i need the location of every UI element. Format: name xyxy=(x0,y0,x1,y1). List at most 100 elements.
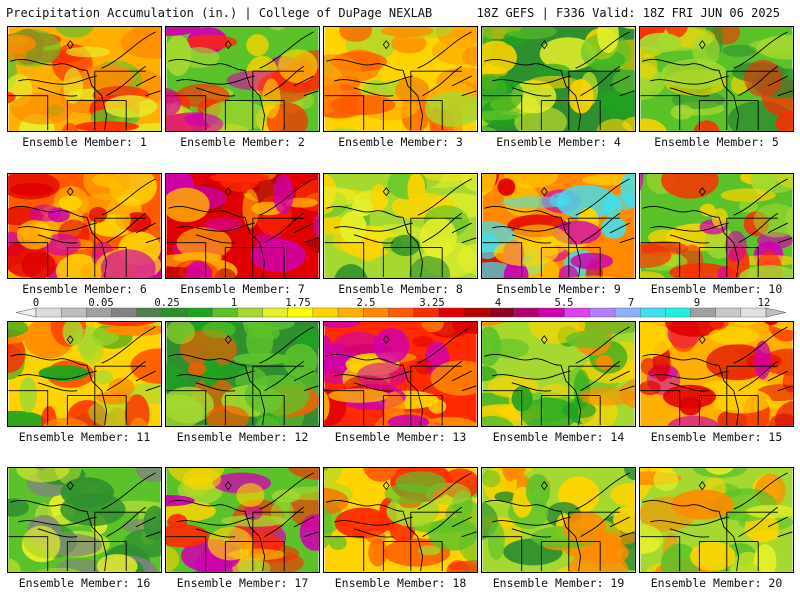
ensemble-member-label: Ensemble Member: 20 xyxy=(650,576,783,590)
map-border-line xyxy=(640,242,681,278)
precip-blob xyxy=(753,203,793,238)
map-border-line xyxy=(106,360,147,392)
header: Precipitation Accumulation (in.) | Colle… xyxy=(0,0,800,24)
map-border-line xyxy=(101,178,156,216)
map-border-line xyxy=(166,536,207,572)
precip-blob xyxy=(595,355,613,370)
precip-blob xyxy=(330,94,396,116)
precip-map xyxy=(165,26,320,132)
map-border-line xyxy=(135,516,161,538)
location-marker-icon xyxy=(382,187,390,197)
precip-map xyxy=(7,467,162,573)
precip-blob xyxy=(246,34,269,57)
precip-map xyxy=(639,321,794,427)
map-border-line xyxy=(451,370,477,392)
precip-blob xyxy=(640,322,673,358)
precip-blob xyxy=(96,554,138,572)
precip-blob xyxy=(135,468,161,483)
map-border-line xyxy=(244,70,266,131)
precip-blob xyxy=(129,417,148,426)
ensemble-member-panel: Ensemble Member: 10 xyxy=(639,173,794,296)
precip-blob xyxy=(324,468,344,483)
precip-blob xyxy=(370,183,388,213)
location-marker-icon xyxy=(382,335,390,345)
map-border-line xyxy=(482,536,523,572)
map-border-line xyxy=(575,326,630,364)
colorbar-swatch xyxy=(488,307,515,318)
colorbar-tick-label: 0 xyxy=(32,297,40,309)
colorbar-swatch xyxy=(287,307,314,318)
precip-blob xyxy=(8,91,16,104)
precip-blob xyxy=(79,64,134,90)
map-border-line xyxy=(18,75,97,85)
precip-blob xyxy=(188,362,207,376)
map-border-line xyxy=(492,222,571,232)
map-border-line xyxy=(484,206,561,218)
map-border-line xyxy=(650,222,729,232)
ensemble-member-label: Ensemble Member: 7 xyxy=(180,282,305,296)
map-border-line xyxy=(101,31,156,69)
map-border-line xyxy=(334,370,413,380)
colorbar-swatch xyxy=(665,307,691,318)
precip-blob xyxy=(722,44,757,57)
precip-blob xyxy=(711,388,772,414)
precip-map xyxy=(481,173,636,279)
precip-blob xyxy=(482,365,498,382)
precip-blob xyxy=(202,322,236,339)
map-border-line xyxy=(324,95,365,131)
precip-map xyxy=(639,467,794,573)
map-border-line xyxy=(738,360,779,392)
colorbar-swatch xyxy=(363,307,389,318)
precip-blob xyxy=(339,27,373,42)
location-marker-icon xyxy=(540,481,548,491)
map-border-line xyxy=(10,354,87,366)
precip-blob xyxy=(8,322,28,338)
map-border-line xyxy=(698,70,778,131)
map-border-line xyxy=(135,370,161,392)
precip-blob xyxy=(8,558,21,572)
map-border-line xyxy=(66,217,146,278)
ensemble-member-label: Ensemble Member: 14 xyxy=(492,430,625,444)
precip-blob xyxy=(368,538,388,567)
ensemble-member-panel: Ensemble Member: 17 xyxy=(165,467,320,590)
precip-blob xyxy=(250,238,306,273)
precip-blob xyxy=(204,217,242,232)
ensemble-member-panel: Ensemble Member: 18 xyxy=(323,467,478,590)
colorbar-swatch xyxy=(212,307,238,318)
colorbar-swatch xyxy=(438,307,465,318)
precip-blob xyxy=(775,110,793,131)
map-border-line xyxy=(580,65,621,97)
ensemble-member-panel: Ensemble Member: 13 xyxy=(323,321,478,444)
precip-blob xyxy=(75,121,139,131)
precip-blob xyxy=(419,217,457,259)
precip-blob xyxy=(774,400,793,426)
precip-blob xyxy=(324,507,333,549)
map-border-line xyxy=(560,511,582,572)
map-border-line xyxy=(259,178,314,216)
location-marker-icon xyxy=(382,40,390,50)
precip-map xyxy=(639,173,794,279)
map-border-line xyxy=(86,217,108,278)
precip-blob xyxy=(185,34,238,50)
map-border-line xyxy=(580,506,621,538)
map-border-line xyxy=(422,212,463,244)
map-border-line xyxy=(402,365,424,426)
precip-blob xyxy=(216,174,236,179)
map-border-line xyxy=(382,511,462,572)
map-border-line xyxy=(640,390,681,426)
map-border-line xyxy=(640,536,681,572)
ensemble-member-label: Ensemble Member: 17 xyxy=(176,576,309,590)
map-border-line xyxy=(417,472,472,510)
map-border-line xyxy=(86,365,108,426)
precip-blob xyxy=(21,251,56,278)
map-border-line xyxy=(640,95,681,131)
map-border-line xyxy=(733,31,788,69)
precip-blob xyxy=(558,264,579,278)
location-marker-icon xyxy=(66,187,74,197)
precip-blob xyxy=(458,524,477,564)
map-border-line xyxy=(609,222,635,244)
precip-blob xyxy=(351,198,373,217)
precip-blob xyxy=(8,410,47,426)
location-marker-icon xyxy=(540,187,548,197)
precip-blob xyxy=(739,265,793,278)
